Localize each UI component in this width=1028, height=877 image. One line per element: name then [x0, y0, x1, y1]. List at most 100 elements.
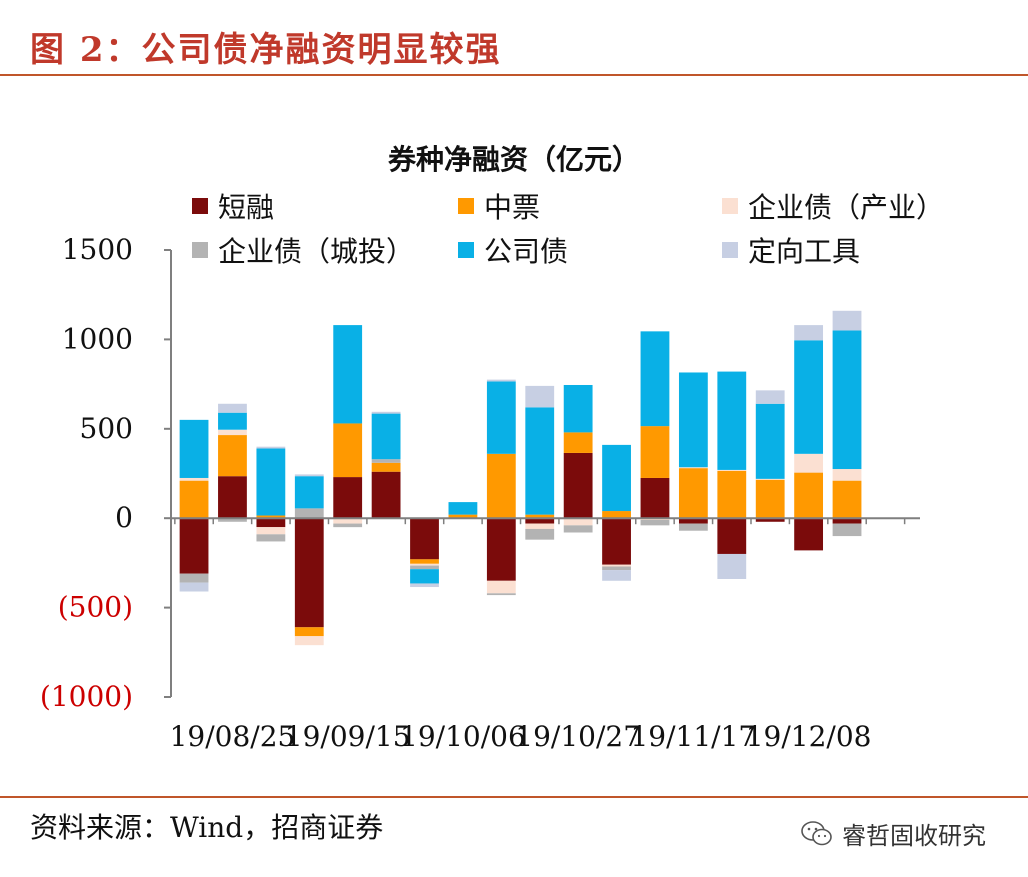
legend-item-series-0: 短融 [192, 186, 274, 226]
bar-segment-0-0 [179, 518, 209, 574]
bar-segment-3-1 [218, 518, 247, 522]
x-tick-label: 19/08/25 [170, 720, 296, 753]
bar-segment-0-17 [832, 518, 862, 524]
bar-segment-0-16 [794, 518, 824, 551]
chart-title: 券种净融资（亿元） [387, 143, 640, 176]
bar-segment-4-13 [678, 372, 708, 468]
bar-segment-4-0 [179, 419, 209, 478]
bar-segment-1-7 [448, 514, 478, 519]
bar-segment-0-4 [333, 477, 363, 519]
bar-segment-5-9 [525, 385, 555, 408]
bar-segment-5-14 [717, 553, 747, 579]
bar-segment-1-9 [525, 514, 555, 519]
bar-segment-1-6 [410, 559, 439, 564]
legend-swatch [722, 242, 738, 258]
bar-segment-5-11 [602, 570, 631, 581]
bar-segment-0-5 [371, 471, 401, 519]
bar-segment-2-6 [410, 563, 439, 566]
bar-segment-0-2 [256, 518, 286, 528]
bar-segment-4-1 [218, 412, 247, 430]
bar-segment-4-3 [294, 476, 324, 509]
x-tick-label: 19/10/27 [515, 720, 641, 753]
bar-segment-1-3 [294, 627, 324, 637]
bar-segment-5-5 [371, 411, 401, 414]
y-tick-label: 0 [115, 501, 133, 534]
bar-segment-2-9 [525, 523, 555, 529]
bar-segment-2-16 [794, 453, 824, 473]
x-tick-label: 19/10/06 [400, 720, 526, 753]
bar-segment-0-3 [294, 518, 324, 628]
bar-segment-4-15 [755, 403, 785, 479]
bar-segment-1-5 [371, 462, 401, 472]
bar-segment-1-11 [602, 511, 631, 519]
bar-segment-3-11 [602, 566, 631, 571]
bar-segment-4-7 [448, 502, 478, 515]
bar-segment-1-13 [678, 468, 708, 519]
bar-segment-3-5 [371, 459, 401, 463]
y-tick-label: 500 [80, 412, 133, 445]
legend-label: 短融 [218, 191, 275, 224]
bar-segment-0-15 [755, 518, 785, 522]
bar-segment-3-12 [640, 519, 670, 526]
bar-segment-0-6 [410, 518, 439, 560]
legend-swatch [458, 198, 474, 214]
bar-segment-5-8 [486, 379, 516, 382]
bar-segment-2-10 [563, 518, 593, 526]
legend-label: 定向工具 [748, 235, 861, 268]
bar-segment-0-8 [486, 518, 516, 581]
bar-segment-1-14 [717, 470, 747, 519]
legend-swatch [458, 242, 474, 258]
bar-segment-5-17 [832, 310, 862, 331]
legend-item-series-3: 企业债（城投） [192, 230, 414, 270]
bar-segment-0-14 [717, 518, 747, 554]
bar-segment-3-9 [525, 528, 555, 540]
bar-segment-4-11 [602, 444, 631, 512]
bar-segment-2-14 [717, 469, 747, 471]
bar-segment-5-15 [755, 390, 785, 404]
brand-watermark: 睿哲固收研究 [800, 816, 986, 851]
bar-segment-5-2 [256, 446, 286, 449]
bar-segment-3-2 [256, 534, 286, 542]
bar-segment-2-13 [678, 467, 708, 469]
legend-label: 企业债（产业） [748, 191, 945, 224]
bar-segment-3-3 [294, 508, 324, 519]
bar-segment-5-3 [294, 474, 324, 477]
bar-segment-4-12 [640, 331, 670, 427]
bar-segment-2-3 [294, 636, 324, 646]
bar-segment-5-6 [410, 583, 439, 588]
legend-label: 公司债 [484, 235, 569, 268]
x-tick-label: 19/09/15 [285, 720, 411, 753]
bar-segment-2-11 [602, 564, 631, 567]
bar-segment-4-16 [794, 340, 824, 454]
bar-segment-4-8 [486, 381, 516, 454]
bar-segment-4-4 [333, 325, 363, 424]
bar-segment-2-0 [179, 477, 209, 481]
x-tick-label: 19/12/08 [746, 720, 872, 753]
bar-segment-1-17 [832, 480, 862, 519]
bar-segment-3-4 [333, 523, 363, 528]
legend-swatch [192, 198, 208, 214]
y-tick-label: 1000 [62, 322, 133, 355]
bar-segment-2-1 [218, 429, 247, 436]
bar-segment-1-0 [179, 480, 209, 519]
bar-segment-1-15 [755, 479, 785, 519]
bar-segment-1-12 [640, 426, 670, 478]
bar-segment-4-5 [371, 413, 401, 460]
brand-label: 睿哲固收研究 [842, 822, 986, 850]
bar-segment-4-9 [525, 407, 555, 515]
bar-segment-4-2 [256, 448, 286, 516]
bar-segment-0-13 [678, 518, 708, 524]
bar-segment-0-9 [525, 518, 555, 524]
bar-segment-2-17 [832, 469, 862, 481]
bar-segment-1-8 [486, 453, 516, 519]
bar-segment-1-2 [256, 515, 286, 519]
bar-segment-4-14 [717, 371, 747, 470]
legend-label: 企业债（城投） [218, 235, 415, 268]
bar-segment-1-1 [218, 435, 247, 477]
bar-segment-4-17 [832, 330, 862, 470]
x-tick-label: 19/11/17 [630, 720, 756, 753]
legend-item-series-1: 中票 [458, 186, 540, 226]
legend-item-series-5: 定向工具 [722, 230, 860, 270]
bar-segment-5-1 [218, 403, 247, 413]
